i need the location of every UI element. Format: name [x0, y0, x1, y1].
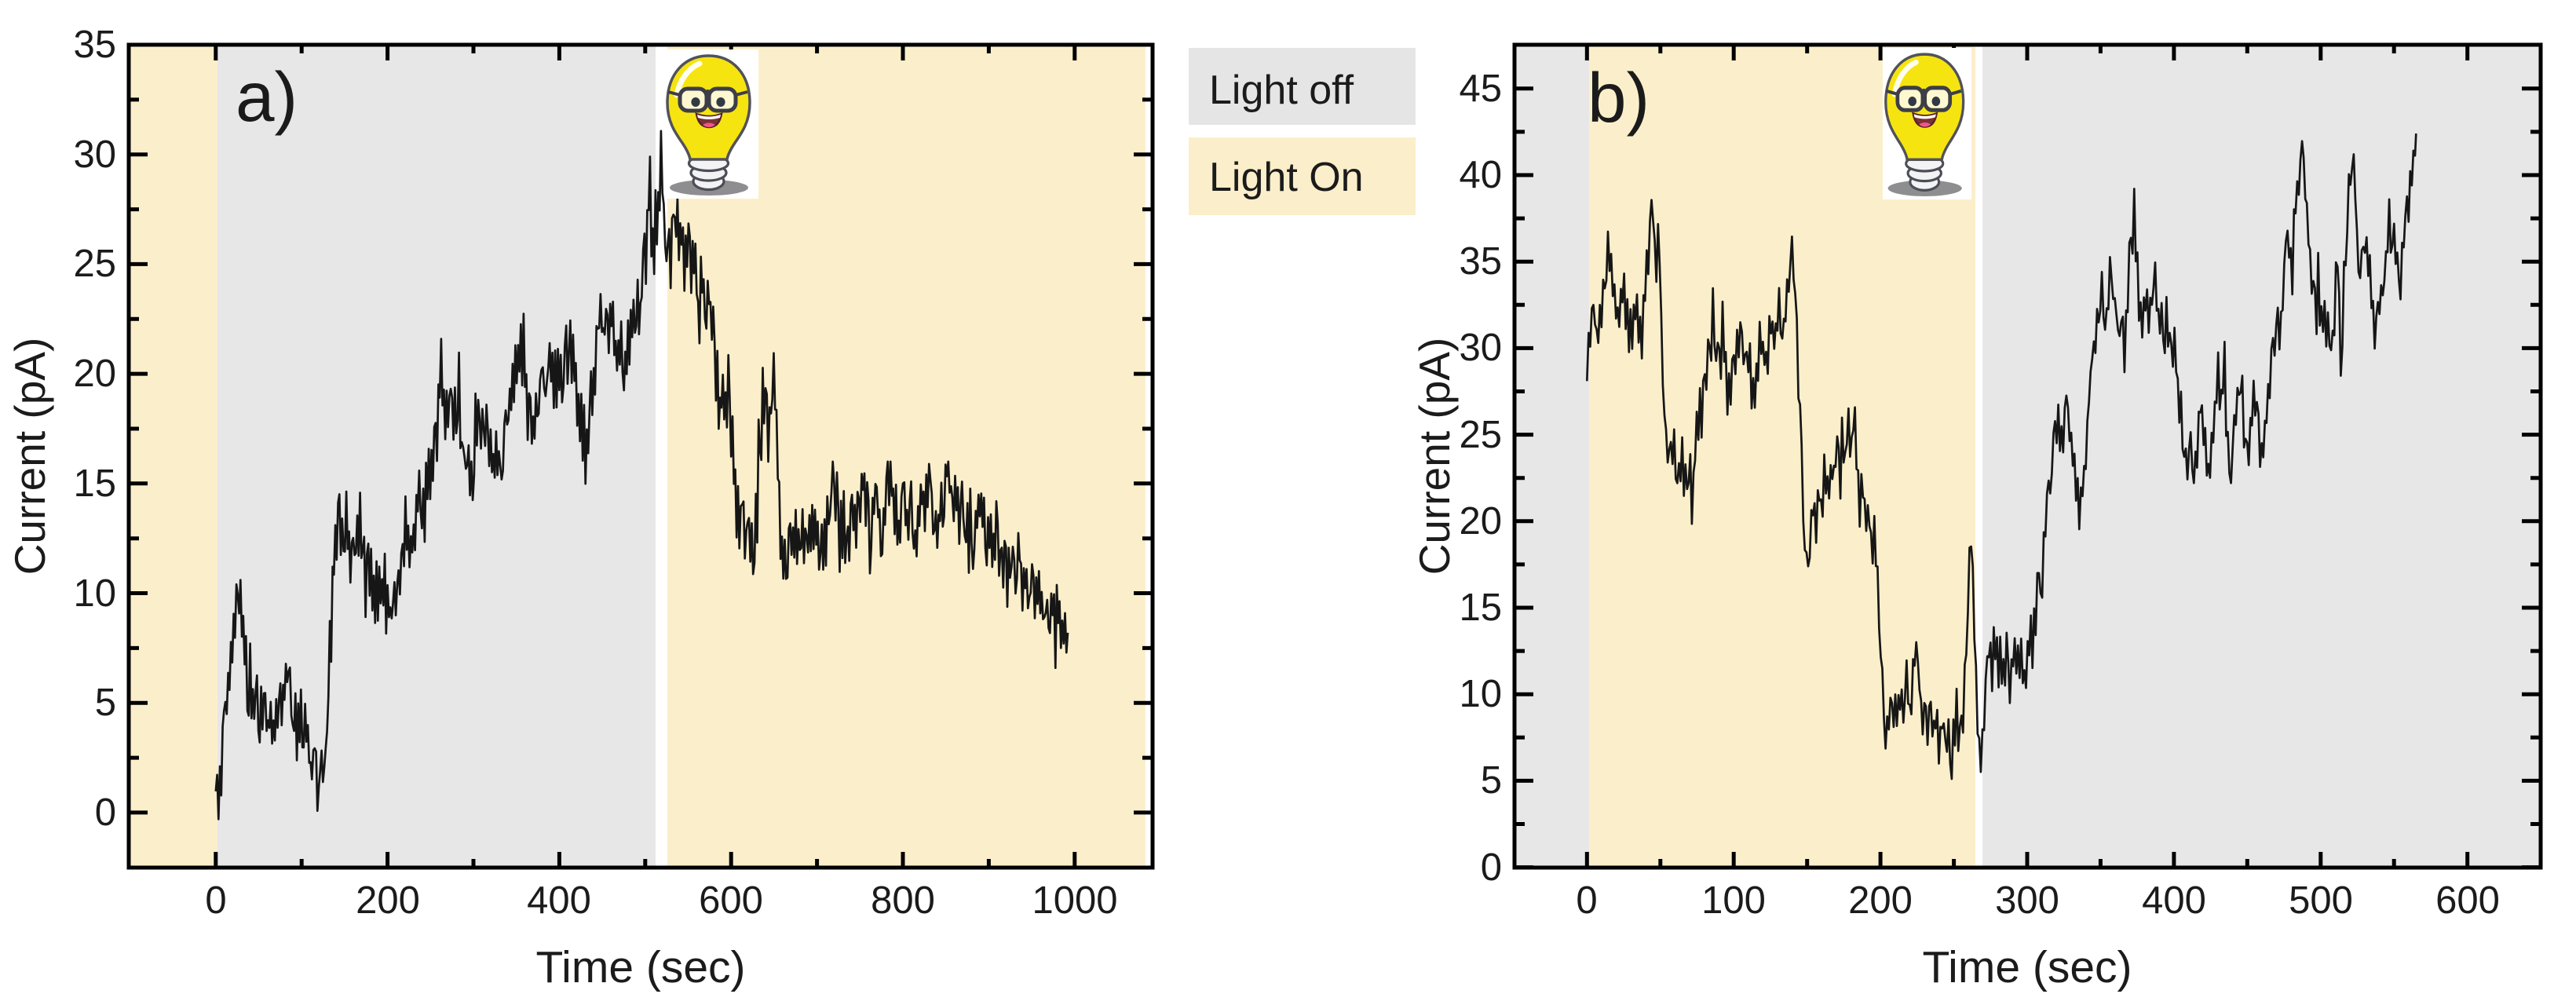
- svg-text:45: 45: [1459, 68, 1502, 110]
- svg-text:25: 25: [1459, 414, 1502, 456]
- svg-text:20: 20: [1459, 500, 1502, 543]
- svg-text:Time (sec): Time (sec): [535, 942, 745, 992]
- svg-text:400: 400: [527, 879, 591, 922]
- svg-text:300: 300: [1995, 879, 2059, 922]
- svg-text:0: 0: [1481, 846, 1502, 889]
- svg-text:Time (sec): Time (sec): [1922, 942, 2132, 992]
- svg-text:200: 200: [1848, 879, 1913, 922]
- svg-text:600: 600: [2435, 879, 2500, 922]
- svg-text:b): b): [1588, 58, 1650, 137]
- svg-text:600: 600: [699, 879, 763, 922]
- svg-text:800: 800: [871, 879, 935, 922]
- svg-text:1000: 1000: [1032, 879, 1117, 922]
- svg-text:Current (pA): Current (pA): [1410, 338, 1459, 576]
- svg-text:35: 35: [73, 24, 116, 66]
- svg-text:35: 35: [1459, 240, 1502, 283]
- svg-text:40: 40: [1459, 154, 1502, 196]
- svg-text:Current (pA): Current (pA): [5, 338, 54, 576]
- svg-text:10: 10: [1459, 673, 1502, 715]
- svg-text:5: 5: [95, 682, 116, 724]
- svg-text:0: 0: [95, 791, 116, 834]
- svg-text:100: 100: [1701, 879, 1766, 922]
- svg-text:5: 5: [1481, 759, 1502, 802]
- svg-text:30: 30: [73, 133, 116, 176]
- svg-text:Light On: Light On: [1209, 155, 1364, 200]
- svg-text:Light off: Light off: [1209, 68, 1354, 113]
- svg-text:0: 0: [1576, 879, 1597, 922]
- svg-text:500: 500: [2289, 879, 2353, 922]
- svg-text:25: 25: [73, 243, 116, 285]
- svg-text:400: 400: [2142, 879, 2206, 922]
- svg-text:15: 15: [1459, 587, 1502, 629]
- svg-text:a): a): [236, 57, 298, 136]
- svg-text:10: 10: [73, 572, 116, 615]
- svg-text:200: 200: [356, 879, 420, 922]
- svg-text:0: 0: [205, 879, 226, 922]
- svg-text:20: 20: [73, 353, 116, 395]
- svg-text:15: 15: [73, 462, 116, 505]
- svg-text:30: 30: [1459, 327, 1502, 369]
